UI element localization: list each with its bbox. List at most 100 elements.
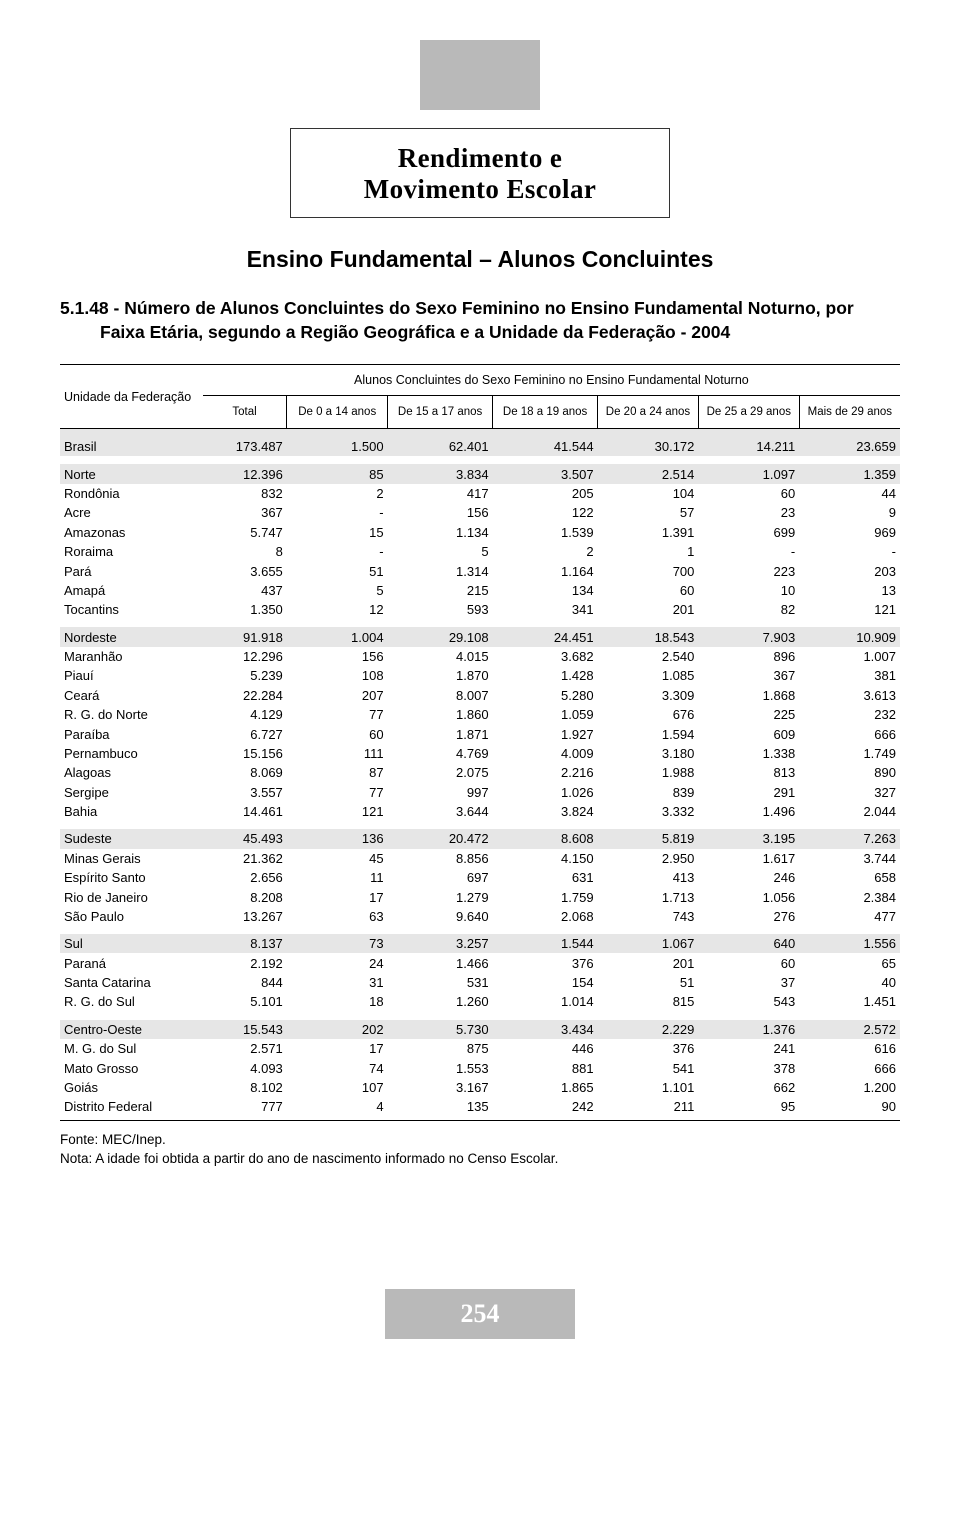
cell: 41.544 <box>493 429 598 457</box>
cell: 95 <box>698 1097 799 1116</box>
cell: 1.007 <box>799 647 900 666</box>
cell: 60 <box>698 953 799 972</box>
cell: 3.655 <box>203 561 287 580</box>
cell: 276 <box>698 907 799 926</box>
cell: 134 <box>493 581 598 600</box>
cell: 700 <box>598 561 699 580</box>
cell: 1.713 <box>598 887 699 906</box>
cell: 1.759 <box>493 887 598 906</box>
row-label: Paraíba <box>60 724 203 743</box>
cell: 201 <box>598 600 699 619</box>
table-title: 5.1.48 - Número de Alunos Concluintes do… <box>60 297 900 344</box>
cell: 3.167 <box>388 1078 493 1097</box>
spacer-row <box>60 1012 900 1020</box>
cell: 1.496 <box>698 802 799 821</box>
cell: 378 <box>698 1058 799 1077</box>
table-row: Bahia14.4611213.6443.8243.3321.4962.044 <box>60 802 900 821</box>
cell: 173.487 <box>203 429 287 457</box>
row-label: Centro-Oeste <box>60 1020 203 1039</box>
cell: 156 <box>287 647 388 666</box>
cell: 2.075 <box>388 763 493 782</box>
cell: 2.656 <box>203 868 287 887</box>
cell: 1.860 <box>388 705 493 724</box>
row-label: Alagoas <box>60 763 203 782</box>
cell: 477 <box>799 907 900 926</box>
cell: 699 <box>698 523 799 542</box>
cell: 23.659 <box>799 429 900 457</box>
table-row: Paraná2.192241.4663762016065 <box>60 953 900 972</box>
cell: 3.682 <box>493 647 598 666</box>
cell: 4.015 <box>388 647 493 666</box>
cell: 832 <box>203 484 287 503</box>
cell: 10.909 <box>799 627 900 646</box>
col-header-2: De 15 a 17 anos <box>388 396 493 429</box>
cell: 11 <box>287 868 388 887</box>
row-label: Maranhão <box>60 647 203 666</box>
cell: 5 <box>287 581 388 600</box>
cell: 8.007 <box>388 686 493 705</box>
table-row: Tocantins1.3501259334120182121 <box>60 600 900 619</box>
cell: 446 <box>493 1039 598 1058</box>
row-label-header: Unidade da Federação <box>60 365 203 429</box>
row-label: Distrito Federal <box>60 1097 203 1116</box>
col-header-3: De 18 a 19 anos <box>493 396 598 429</box>
table-section-row: Nordeste91.9181.00429.10824.45118.5437.9… <box>60 627 900 646</box>
cell: 875 <box>388 1039 493 1058</box>
cell: 202 <box>287 1020 388 1039</box>
spacer-row <box>60 456 900 464</box>
cell: 1.359 <box>799 464 900 483</box>
cell: 74 <box>287 1058 388 1077</box>
cell: - <box>799 542 900 561</box>
cell: 1.556 <box>799 934 900 953</box>
cell: 57 <box>598 503 699 522</box>
cell: 666 <box>799 724 900 743</box>
cell: 18 <box>287 992 388 1011</box>
row-label: Paraná <box>60 953 203 972</box>
table-row: Pará3.655511.3141.164700223203 <box>60 561 900 580</box>
cell: 341 <box>493 600 598 619</box>
table-row: São Paulo13.267639.6402.068743276477 <box>60 907 900 926</box>
cell: 60 <box>698 484 799 503</box>
row-label: Ceará <box>60 686 203 705</box>
cell: 815 <box>598 992 699 1011</box>
cell: 21.362 <box>203 849 287 868</box>
cell: 1.338 <box>698 744 799 763</box>
cell: 9.640 <box>388 907 493 926</box>
cell: 1.451 <box>799 992 900 1011</box>
cell: 531 <box>388 973 493 992</box>
cell: 4.093 <box>203 1058 287 1077</box>
row-label: Espírito Santo <box>60 868 203 887</box>
cell: 413 <box>598 868 699 887</box>
spacer-row <box>60 821 900 829</box>
cell: 51 <box>598 973 699 992</box>
cell: 1.868 <box>698 686 799 705</box>
row-label: R. G. do Sul <box>60 992 203 1011</box>
row-label: Bahia <box>60 802 203 821</box>
cell: 246 <box>698 868 799 887</box>
cell: 14.211 <box>698 429 799 457</box>
table-row: Paraíba6.727601.8711.9271.594609666 <box>60 724 900 743</box>
cell: 225 <box>698 705 799 724</box>
cell: 5.280 <box>493 686 598 705</box>
table-row: Santa Catarina84431531154513740 <box>60 973 900 992</box>
cell: 22.284 <box>203 686 287 705</box>
cell: 201 <box>598 953 699 972</box>
col-header-1: De 0 a 14 anos <box>287 396 388 429</box>
cell: 743 <box>598 907 699 926</box>
cell: 31 <box>287 973 388 992</box>
cell: 881 <box>493 1058 598 1077</box>
cell: 24.451 <box>493 627 598 646</box>
cell: 29.108 <box>388 627 493 646</box>
top-decorative-block <box>420 40 540 110</box>
cell: 839 <box>598 782 699 801</box>
cell: 1.870 <box>388 666 493 685</box>
cell: 121 <box>287 802 388 821</box>
cell: 1.056 <box>698 887 799 906</box>
cell: 15.543 <box>203 1020 287 1039</box>
cell: 73 <box>287 934 388 953</box>
cell: 156 <box>388 503 493 522</box>
cell: 1.594 <box>598 724 699 743</box>
row-label: Goiás <box>60 1078 203 1097</box>
cell: 969 <box>799 523 900 542</box>
col-header-4: De 20 a 24 anos <box>598 396 699 429</box>
